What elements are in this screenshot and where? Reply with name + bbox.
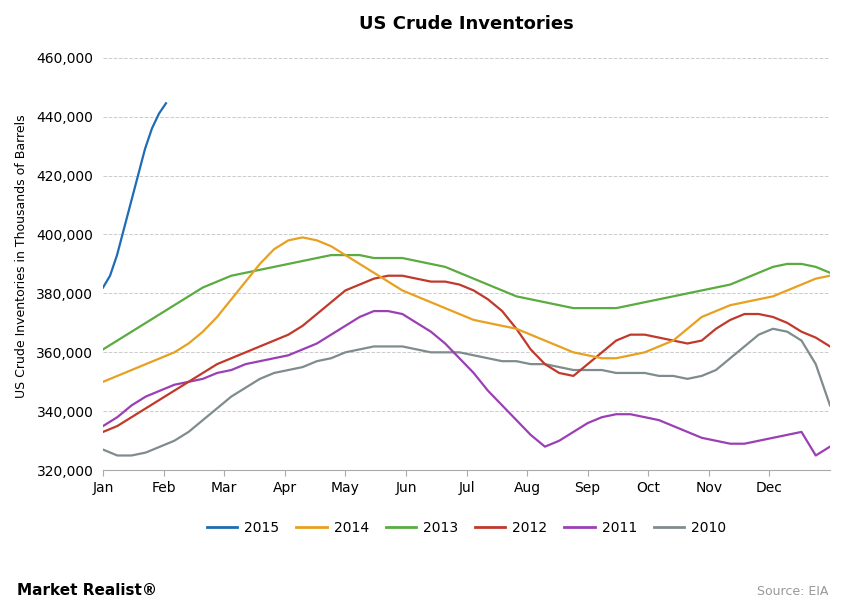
2011 — [824, 443, 834, 450]
2015 — [105, 272, 115, 279]
2010 — [582, 367, 592, 374]
2013 — [554, 302, 564, 309]
2011 — [354, 313, 365, 320]
2010 — [767, 325, 777, 332]
2014 — [582, 352, 592, 359]
2014 — [154, 355, 165, 362]
2011 — [154, 387, 165, 394]
2015 — [119, 225, 129, 232]
2010 — [112, 452, 122, 459]
2011 — [554, 437, 564, 444]
2014 — [297, 234, 307, 241]
2013 — [582, 305, 592, 312]
2015 — [160, 100, 170, 107]
2011 — [454, 355, 464, 362]
2015 — [140, 145, 150, 153]
2011 — [809, 452, 820, 459]
2013 — [824, 269, 834, 276]
2013 — [782, 260, 792, 267]
2015 — [126, 198, 136, 206]
Text: Source: EIA: Source: EIA — [756, 585, 827, 598]
2013 — [368, 254, 378, 261]
2012 — [354, 281, 365, 288]
2011 — [496, 402, 506, 409]
2015 — [154, 110, 164, 117]
Legend: 2015, 2014, 2013, 2012, 2011, 2010: 2015, 2014, 2013, 2012, 2011, 2010 — [201, 516, 731, 541]
2015 — [98, 284, 108, 291]
2012 — [382, 272, 392, 279]
Line: 2015: 2015 — [103, 103, 165, 287]
2014 — [454, 311, 464, 318]
2010 — [368, 343, 378, 350]
Line: 2013: 2013 — [103, 255, 829, 349]
2014 — [824, 272, 834, 279]
2010 — [824, 402, 834, 409]
2013 — [326, 251, 336, 258]
Text: Market Realist®: Market Realist® — [17, 583, 157, 598]
2011 — [582, 419, 592, 427]
Line: 2011: 2011 — [103, 311, 829, 456]
2012 — [454, 281, 464, 288]
2012 — [582, 361, 592, 368]
2013 — [98, 346, 108, 353]
2010 — [554, 364, 564, 371]
2014 — [554, 343, 564, 350]
2014 — [782, 287, 792, 294]
2012 — [782, 319, 792, 326]
2015 — [133, 172, 143, 179]
2011 — [368, 308, 378, 315]
2013 — [154, 311, 165, 318]
2012 — [98, 429, 108, 436]
2011 — [98, 423, 108, 430]
2010 — [496, 358, 506, 365]
2015 — [112, 251, 122, 258]
2014 — [98, 378, 108, 385]
2012 — [824, 343, 834, 350]
Title: US Crude Inventories: US Crude Inventories — [359, 15, 573, 33]
Y-axis label: US Crude Inventories in Thousands of Barrels: US Crude Inventories in Thousands of Bar… — [15, 115, 28, 398]
2015 — [147, 125, 157, 132]
Line: 2014: 2014 — [103, 237, 829, 382]
2014 — [368, 269, 378, 276]
2010 — [98, 446, 108, 453]
Line: 2012: 2012 — [103, 276, 829, 432]
2010 — [454, 349, 464, 356]
2010 — [169, 437, 179, 444]
2012 — [554, 370, 564, 377]
2012 — [154, 396, 165, 403]
2013 — [454, 269, 464, 276]
Line: 2010: 2010 — [103, 329, 829, 456]
